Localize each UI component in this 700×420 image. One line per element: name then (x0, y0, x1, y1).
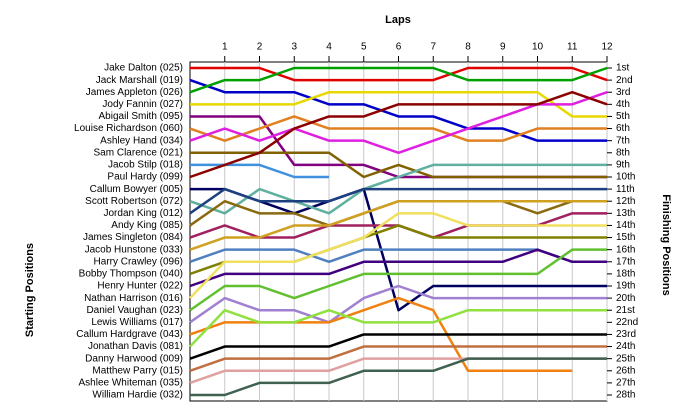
finish-label: 8th (616, 147, 630, 158)
finish-label: 27th (616, 378, 635, 389)
finish-label: 6th (616, 123, 630, 134)
x-tick-label: 12 (601, 42, 613, 53)
driver-line (190, 163, 329, 179)
finish-label: 1st (616, 63, 630, 74)
start-label: Matthew Parry (015) (92, 365, 183, 376)
driver-line (190, 357, 607, 397)
start-label: Bobby Thompson (040) (79, 269, 183, 280)
finish-label: 15th (616, 232, 635, 243)
start-label: Jordan King (012) (104, 208, 184, 219)
start-label: Jack Marshall (019) (96, 75, 183, 86)
start-label: Jake Dalton (025) (104, 63, 183, 74)
finish-label: 18th (616, 269, 635, 280)
x-tick-label: 7 (430, 42, 436, 53)
start-label: Scott Robertson (072) (85, 196, 183, 207)
driver-line (189, 115, 607, 142)
start-label: Abigail Smith (095) (99, 111, 183, 122)
start-label: Daniel Vaughan (023) (86, 305, 183, 316)
finish-label: 7th (616, 135, 630, 146)
finish-label: 17th (616, 256, 635, 267)
start-label: Henry Hunter (022) (97, 281, 183, 292)
start-label: Andy King (085) (111, 220, 183, 231)
driver-line (189, 187, 607, 215)
finish-label: 10th (616, 172, 635, 183)
finish-label: 11th (616, 184, 635, 195)
finish-label: 2nd (616, 75, 633, 86)
x-tick-label: 3 (291, 42, 297, 53)
driver-line (189, 199, 607, 251)
start-label: James Appleton (026) (86, 87, 183, 98)
start-label: Nathan Harrison (016) (84, 293, 183, 304)
start-label: James Singleton (084) (83, 232, 183, 243)
finish-label: 9th (616, 160, 630, 171)
start-label: Jacob Hunstone (033) (85, 244, 183, 255)
x-tick-label: 2 (257, 42, 263, 53)
start-label: Paul Hardy (099) (107, 172, 183, 183)
driver-line (189, 90, 608, 179)
finish-label: 21st (616, 305, 635, 316)
driver-line (190, 66, 608, 82)
driver-line (189, 333, 607, 360)
start-label: Jacob Stilp (018) (108, 160, 183, 171)
driver-line (189, 66, 608, 94)
x-tick-label: 10 (532, 42, 544, 53)
driver-line (189, 212, 607, 299)
finish-label: 24th (616, 341, 635, 352)
start-label: Callum Hardgrave (043) (76, 329, 183, 340)
finish-label: 26th (616, 365, 635, 376)
finish-label: 13th (616, 208, 635, 219)
x-tick-label: 11 (567, 42, 578, 53)
driver-line (189, 284, 607, 324)
finish-label: 28th (616, 390, 635, 401)
x-tick-label: 1 (222, 42, 228, 53)
x-tick-label: 8 (465, 42, 471, 53)
x-tick-label: 9 (500, 42, 506, 53)
finish-label: 25th (616, 353, 635, 364)
x-tick-label: 6 (396, 42, 402, 53)
y2-axis-title: Finishing Positions (660, 194, 672, 295)
driver-line (189, 163, 607, 215)
driver-line (189, 308, 607, 348)
finish-label: 12th (616, 196, 635, 207)
start-label: Callum Bowyer (005) (90, 184, 183, 195)
start-label: Harry Crawley (096) (94, 256, 183, 267)
driver-line (189, 248, 607, 288)
driver-line (189, 345, 607, 372)
start-label: Jonathan Davis (081) (88, 341, 183, 352)
driver-line (190, 90, 607, 118)
driver-line (189, 78, 607, 142)
finish-label: 23rd (616, 329, 636, 340)
finish-label: 19th (616, 281, 635, 292)
start-label: Danny Harwood (009) (85, 353, 183, 364)
finish-label: 3rd (616, 87, 630, 98)
x-tick-label: 5 (361, 42, 367, 53)
finish-label: 5th (616, 111, 630, 122)
start-label: Lewis Williams (017) (91, 317, 183, 328)
driver-line (189, 248, 607, 312)
x-tick-label: 4 (326, 42, 332, 53)
x-axis-title: Laps (385, 14, 411, 26)
finish-label: 22nd (616, 317, 638, 328)
y-axis-title: Starting Positions (24, 243, 36, 337)
start-label: Louise Richardson (060) (74, 123, 183, 134)
finish-label: 4th (616, 99, 630, 110)
finish-label: 14th (616, 220, 635, 231)
finish-label: 16th (616, 244, 635, 255)
start-label: Jody Fannin (027) (102, 99, 183, 110)
start-label: William Hardie (032) (92, 390, 183, 401)
finish-label: 20th (616, 293, 635, 304)
driver-line (189, 296, 573, 373)
start-label: Sam Clarence (021) (94, 147, 183, 158)
start-label: Ashlee Whiteman (035) (79, 378, 184, 389)
start-label: Ashley Hand (034) (100, 135, 183, 146)
